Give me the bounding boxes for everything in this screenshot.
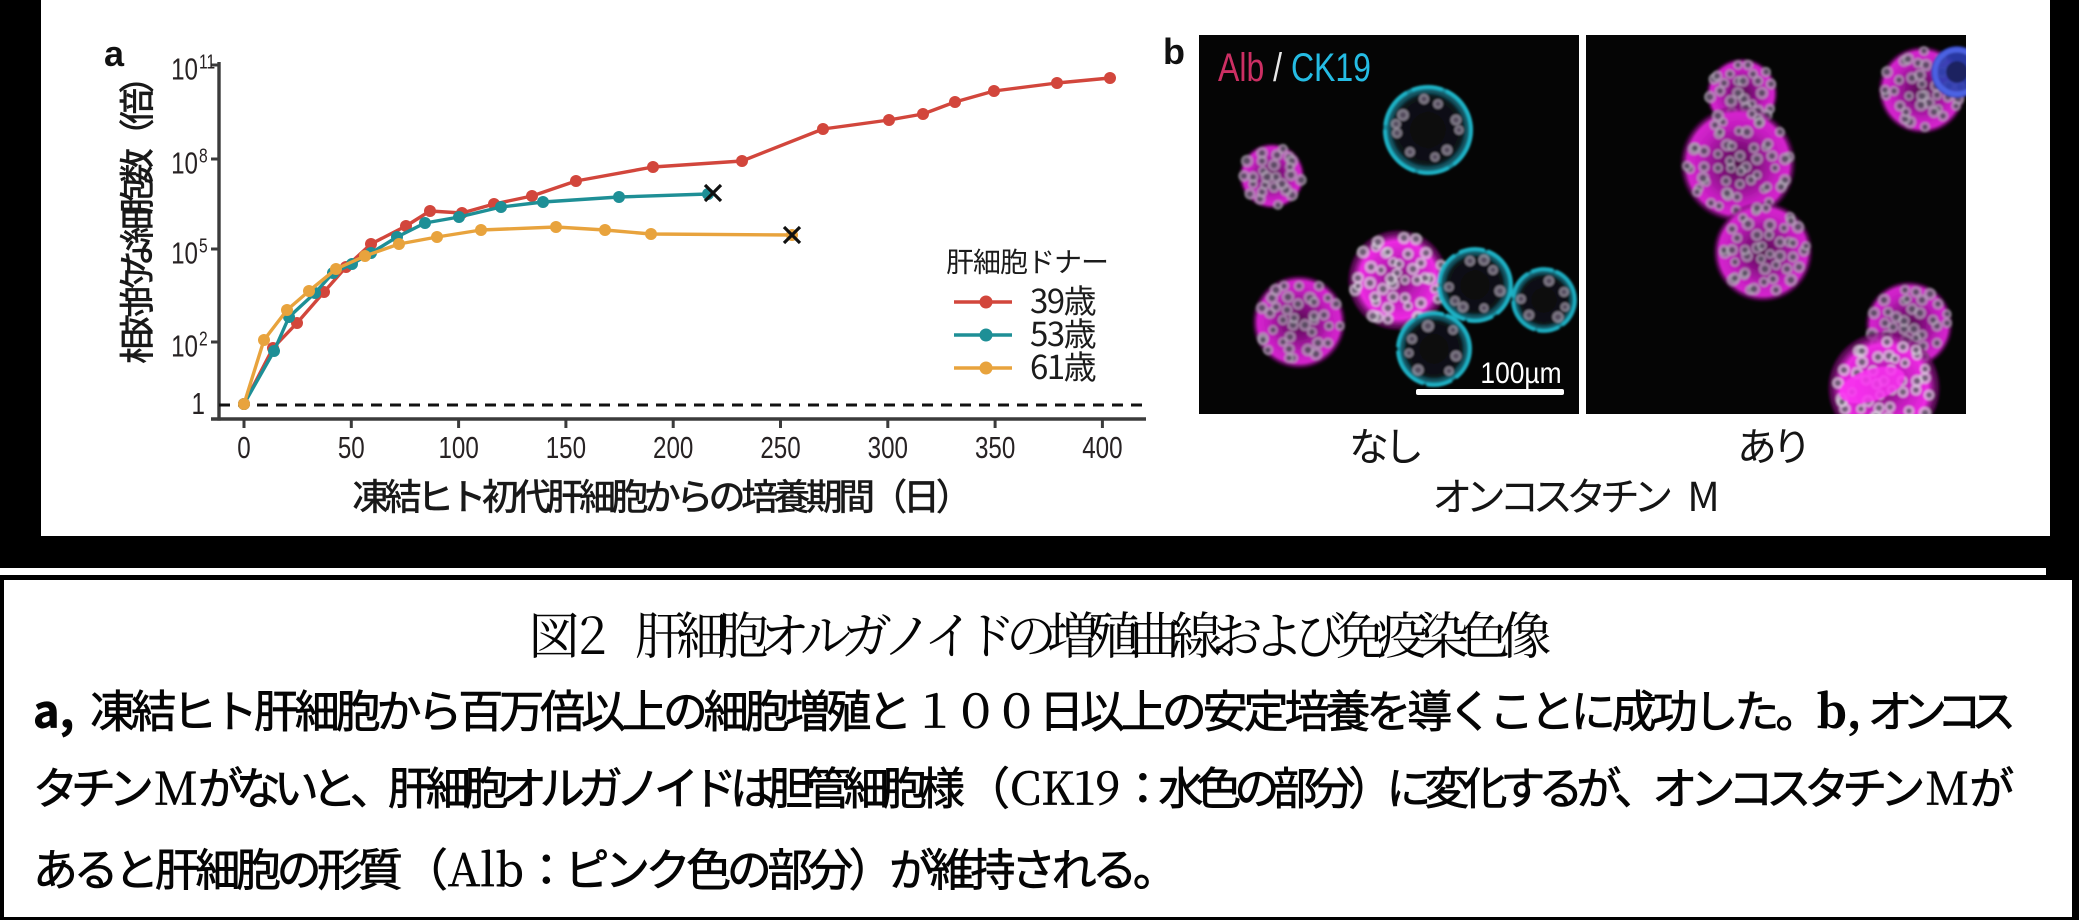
svg-text:Alb / CK19: Alb / CK19 — [1218, 45, 1371, 90]
svg-text:5: 5 — [199, 235, 208, 257]
svg-text:10: 10 — [171, 329, 198, 364]
svg-text:a: a — [104, 33, 125, 74]
svg-text:350: 350 — [975, 430, 1015, 465]
svg-text:10: 10 — [171, 146, 198, 181]
svg-text:1: 1 — [192, 386, 205, 421]
svg-text:10: 10 — [171, 52, 198, 87]
svg-text:2: 2 — [199, 328, 208, 350]
svg-text:10: 10 — [171, 236, 198, 271]
svg-text:100: 100 — [438, 430, 478, 465]
svg-text:8: 8 — [199, 145, 208, 167]
svg-text:150: 150 — [546, 430, 586, 465]
svg-text:300: 300 — [868, 430, 908, 465]
svg-text:200: 200 — [653, 430, 693, 465]
svg-text:100µm: 100µm — [1480, 355, 1561, 389]
svg-text:11: 11 — [199, 51, 215, 73]
svg-text:400: 400 — [1082, 430, 1122, 465]
svg-text:250: 250 — [760, 430, 800, 465]
svg-text:0: 0 — [237, 430, 250, 465]
svg-text:b: b — [1163, 31, 1185, 72]
svg-text:50: 50 — [338, 430, 365, 465]
